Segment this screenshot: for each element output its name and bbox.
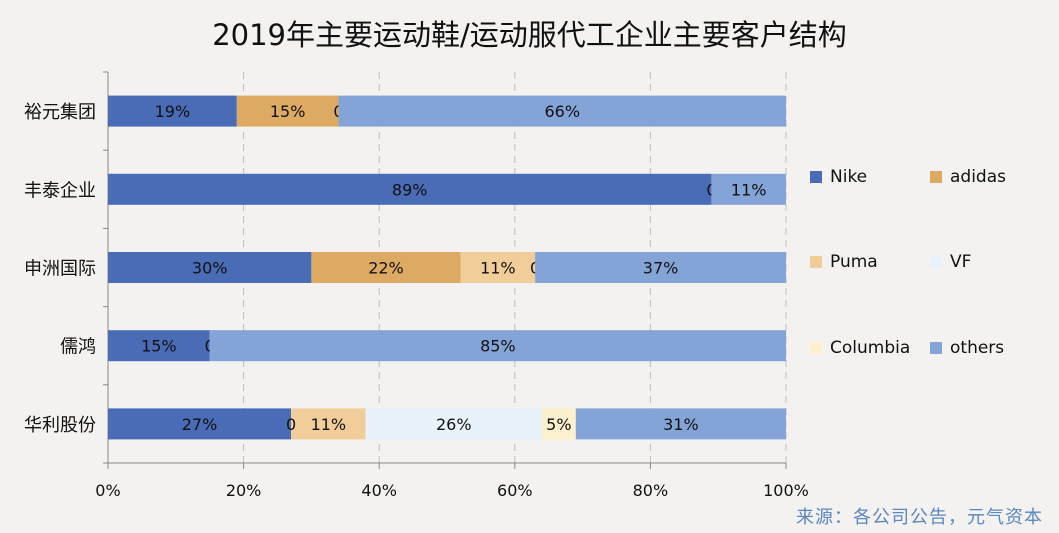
x-tick-label: 20% [226,481,262,500]
bar-segment-others [711,173,786,205]
legend-swatch [930,256,942,268]
legend-item-vf: VF [930,252,971,272]
x-tick-label: 40% [361,481,397,500]
data-label: 15% [270,102,306,121]
data-label: 19% [155,102,191,121]
bar-segment-adidas [236,95,339,127]
category-label: 儒鸿 [60,337,96,358]
bar-segment-nike [108,95,237,127]
bar-segment-puma [460,252,536,283]
bar-segment-puma [291,408,366,440]
data-label: 0 [286,415,296,434]
category-label: 申洲国际 [24,259,96,280]
data-label: 30% [192,259,228,278]
category-label: 华利股份 [24,415,96,436]
x-tick-label: 60% [497,481,533,500]
bar-segment-others [535,252,786,283]
chart-title: 2019年主要运动鞋/运动服代工企业主要客户结构 [212,18,847,52]
legend-item-puma: Puma [810,252,878,272]
legend-item-nike: Nike [810,167,867,187]
bar-segment-nike [108,252,312,283]
data-label: 11% [731,180,767,199]
legend-swatch [810,256,822,268]
data-label: 31% [663,415,699,434]
x-tick-label: 80% [633,481,669,500]
data-label: 37% [643,259,679,278]
data-label: 26% [436,415,472,434]
data-label: 27% [182,415,218,434]
bar-segment-vf [365,408,542,440]
source-note: 来源：各公司公告，元气资本 [796,507,1043,528]
data-label: 11% [480,259,516,278]
bar-segment-nike [108,330,210,362]
data-label: 85% [480,337,516,356]
category-label: 裕元集团 [24,102,96,123]
data-label: 22% [368,259,404,278]
bar-segment-others [209,330,786,362]
data-label: 15% [141,337,177,356]
bar-segment-others [338,95,786,127]
legend-item-adidas: adidas [930,167,1006,187]
legend-item-columbia: Columbia [810,338,910,358]
bar-segment-columbia [541,408,576,440]
legend-swatch [930,171,942,183]
bar-segment-others [575,408,786,440]
data-label: 66% [544,102,580,121]
x-tick-label: 0% [95,481,120,500]
legend-label: Columbia [830,338,911,358]
legend-label: Puma [830,252,878,272]
legend-swatch [930,342,942,354]
legend-item-others: others [930,338,1004,358]
legend-label: VF [950,252,972,272]
x-tick-label: 100% [763,481,809,500]
bar-segment-adidas [311,252,461,283]
legend-label: adidas [950,167,1006,187]
category-label: 丰泰企业 [24,180,96,201]
bar-segment-nike [108,408,292,440]
legend-label: Nike [830,167,868,187]
legend-swatch [810,342,822,354]
bar-segment-nike [108,173,712,205]
data-label: 89% [392,180,428,199]
data-label: 5% [546,415,571,434]
legend-label: others [950,338,1005,358]
data-label: 11% [311,415,347,434]
legend-swatch [810,171,822,183]
